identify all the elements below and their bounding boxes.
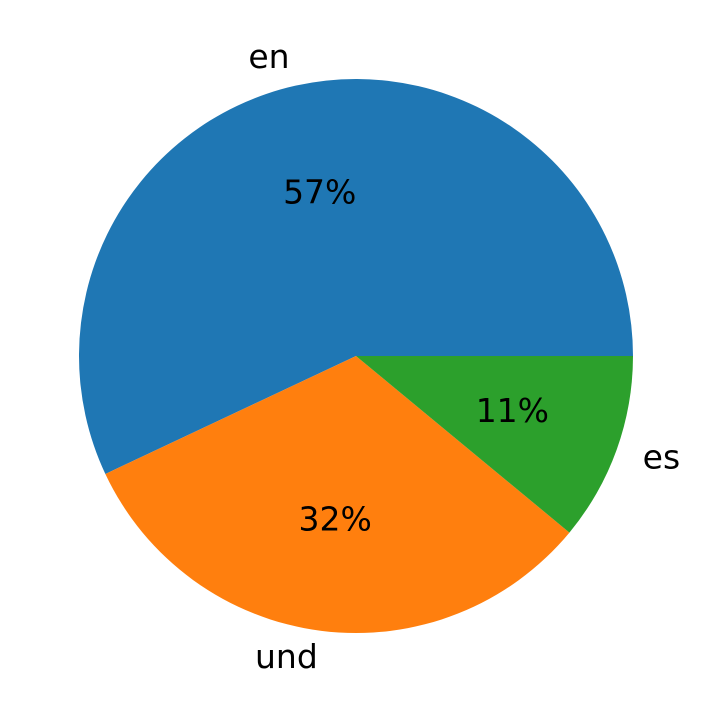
pie-slice (356, 356, 633, 533)
slice-label: und (255, 637, 318, 676)
percent-label: 57% (283, 172, 356, 211)
percent-label: 11% (476, 391, 549, 430)
percent-label: 32% (298, 499, 371, 538)
pie-slice (105, 356, 570, 633)
slice-label: es (643, 438, 681, 477)
pie-slice (78, 78, 634, 474)
slice-label: en (248, 37, 289, 76)
